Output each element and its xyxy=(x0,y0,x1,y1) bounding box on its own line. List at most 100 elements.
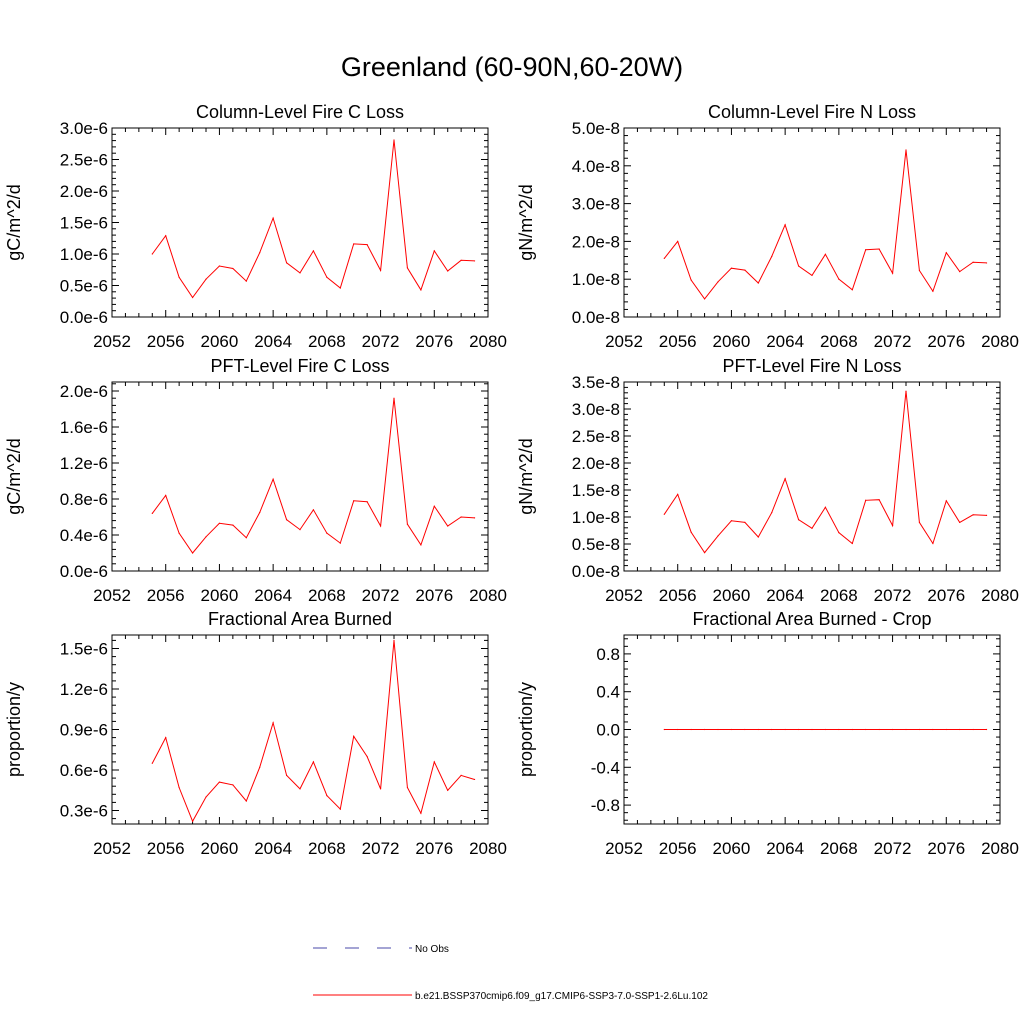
plot-frame xyxy=(623,381,1001,572)
data-point xyxy=(717,728,719,731)
data-point xyxy=(326,276,328,278)
chart-panel-1: Column-Level Fire C Loss gC/m^2/d 2052 2056… xyxy=(4,102,507,351)
y-axis-label: gN/m^2/d xyxy=(516,438,536,514)
data-point xyxy=(932,290,934,292)
panel-title: Fractional Area Burned - Crop xyxy=(692,609,931,629)
data-point xyxy=(326,532,328,534)
data-point xyxy=(178,532,180,534)
data-point xyxy=(945,728,947,731)
x-tick-label: 2056 xyxy=(659,332,697,351)
data-point xyxy=(918,728,921,731)
y-tick-label: 1.2e-6 xyxy=(60,680,108,699)
chart-panel-2: Column-Level Fire N Loss gN/m^2/d 2052 2056… xyxy=(516,102,1019,351)
data-point xyxy=(312,250,315,252)
data-point xyxy=(744,728,746,731)
data-point xyxy=(663,257,665,260)
y-tick-label: 0.4 xyxy=(596,683,620,702)
data-point xyxy=(379,788,382,790)
x-tick-label: 2056 xyxy=(659,839,697,858)
data-point xyxy=(151,512,153,515)
chart-panel-6: Fractional Area Burned - Crop proportion/… xyxy=(516,609,1019,858)
x-tick-label: 2052 xyxy=(93,586,131,605)
x-tick-label: 2060 xyxy=(713,332,751,351)
data-point xyxy=(677,493,679,495)
data-point xyxy=(473,517,476,519)
data-point xyxy=(663,513,665,515)
x-tick-label: 2064 xyxy=(766,586,804,605)
data-point xyxy=(353,243,355,245)
data-point xyxy=(744,521,746,524)
x-tick-label: 2052 xyxy=(605,332,643,351)
x-tick-label: 2076 xyxy=(415,332,453,351)
legend: No Obs b.e21.BSSP370cmip6.f09_g17.CMIP6-S… xyxy=(313,944,708,1002)
panel-title: PFT-Level Fire C Loss xyxy=(210,356,389,376)
data-point xyxy=(932,728,934,731)
x-tick-label: 2080 xyxy=(981,839,1019,858)
data-point xyxy=(232,784,234,786)
data-point xyxy=(865,728,867,731)
data-point xyxy=(717,281,719,283)
data-point xyxy=(433,761,435,763)
data-point xyxy=(245,280,247,282)
data-point xyxy=(353,735,355,737)
data-point xyxy=(151,253,153,255)
data-point xyxy=(703,552,706,554)
x-tick-label: 2072 xyxy=(874,586,912,605)
chart-panel-3: PFT-Level Fire C Loss gC/m^2/d 2052 2056 206… xyxy=(4,356,507,605)
data-point xyxy=(905,728,907,731)
data-point xyxy=(299,529,301,531)
data-point xyxy=(366,243,368,246)
y-tick-label: 3.0e-6 xyxy=(60,119,108,138)
y-tick-label: 2.5e-8 xyxy=(572,427,620,446)
x-tick-label: 2060 xyxy=(713,586,751,605)
data-point xyxy=(663,728,665,731)
y-axis-label: gN/m^2/d xyxy=(516,184,536,260)
data-point xyxy=(339,287,341,289)
y-axis-label: gC/m^2/d xyxy=(4,438,24,514)
y-tick-label: 2.0e-6 xyxy=(60,182,108,201)
data-point xyxy=(473,260,476,262)
figure-title: Greenland (60-90N,60-20W) xyxy=(340,52,684,82)
data-point xyxy=(891,525,894,527)
y-tick-label: 3.5e-8 xyxy=(572,373,620,392)
data-point xyxy=(677,728,679,731)
y-tick-label: 3.0e-8 xyxy=(572,195,620,214)
data-point xyxy=(703,298,706,300)
data-point xyxy=(205,536,207,538)
data-point xyxy=(151,762,153,764)
data-point xyxy=(878,499,880,501)
data-point xyxy=(165,737,167,739)
series-line xyxy=(151,640,475,823)
data-point xyxy=(891,728,894,731)
data-point xyxy=(285,262,288,264)
data-point xyxy=(245,800,247,802)
y-axis-label: proportion/y xyxy=(4,682,24,777)
data-point xyxy=(932,542,934,545)
data-point xyxy=(865,249,867,251)
data-point xyxy=(811,728,813,731)
data-point xyxy=(945,500,947,502)
data-point xyxy=(366,755,368,758)
data-point xyxy=(339,542,341,544)
data-point xyxy=(353,500,355,502)
data-point xyxy=(945,252,947,254)
data-point xyxy=(366,501,368,503)
data-point xyxy=(677,240,679,242)
x-tick-label: 2068 xyxy=(308,839,346,858)
data-point xyxy=(473,778,476,781)
y-tick-label: 1.0e-6 xyxy=(60,245,108,264)
y-tick-label: 0.8 xyxy=(596,645,620,664)
x-tick-label: 2056 xyxy=(147,586,185,605)
y-tick-label: -0.8 xyxy=(591,796,620,815)
x-tick-label: 2060 xyxy=(201,332,239,351)
data-point xyxy=(797,728,800,731)
x-tick-label: 2064 xyxy=(254,586,292,605)
y-axis-label: proportion/y xyxy=(516,682,536,777)
data-point xyxy=(178,786,180,789)
plot-frame xyxy=(111,381,489,572)
data-point xyxy=(447,789,449,791)
data-point xyxy=(165,235,167,237)
data-point xyxy=(299,272,301,274)
y-tick-label: 2.0e-8 xyxy=(572,454,620,473)
